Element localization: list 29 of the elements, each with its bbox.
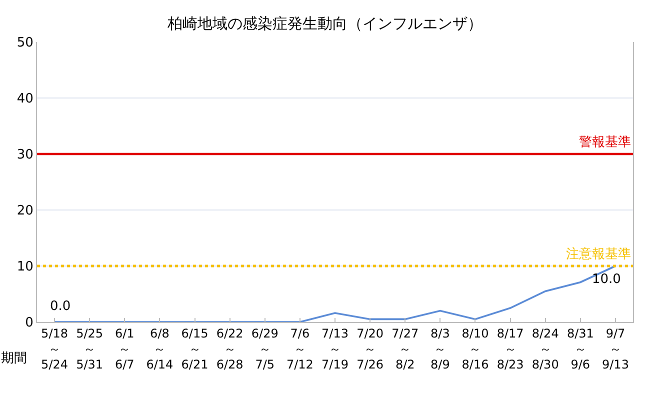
x-tick-label: 8/10 ～ 8/16 [462,326,489,372]
x-tick-label: 9/7 ～ 9/13 [602,326,629,372]
y-tick-label: 20 [16,204,34,219]
x-tick-label: 6/22 ～ 6/28 [216,326,244,372]
x-tick-label: 6/8 ～ 6/14 [146,326,174,372]
x-tick-label: 6/1 ～ 6/7 [114,326,134,372]
x-tick-label: 8/3 ～ 8/9 [430,326,450,372]
y-tick-label: 50 [16,36,34,51]
x-tick-label: 8/24 ～ 8/30 [532,326,559,372]
x-tick-label: 5/25 ～ 5/31 [76,326,104,372]
x-tick-label: 7/13 ～ 7/19 [322,326,348,372]
ref-line-label: 警報基準 [579,135,631,150]
y-tick-label: 10 [16,260,34,275]
x-tick-label: 8/31 ～ 9/6 [566,326,594,372]
chart-title: 柏崎地域の感染症発生動向（インフルエンザ） [166,14,482,32]
x-tick-label: 8/17 ～ 8/23 [496,326,524,372]
x-tick-label: 6/15 ～ 6/21 [181,326,208,372]
data-label: 10.0 [592,272,621,287]
x-tick-label: 7/20 ～ 7/26 [356,326,384,372]
x-axis-title: 期間 [1,351,27,366]
y-tick-label: 0 [25,316,34,331]
x-tick-label: 7/6 ～ 7/12 [286,326,314,372]
data-label: 0.0 [50,299,71,314]
y-tick-label: 30 [16,148,34,163]
y-tick-label: 40 [16,92,34,107]
x-tick-label: 7/27 ～ 8/2 [392,326,419,372]
x-tick-label: 5/18 ～ 5/24 [41,326,68,372]
ref-line-label: 注意報基準 [566,247,631,262]
x-tick-label: 6/29 ～ 7/5 [251,326,278,372]
